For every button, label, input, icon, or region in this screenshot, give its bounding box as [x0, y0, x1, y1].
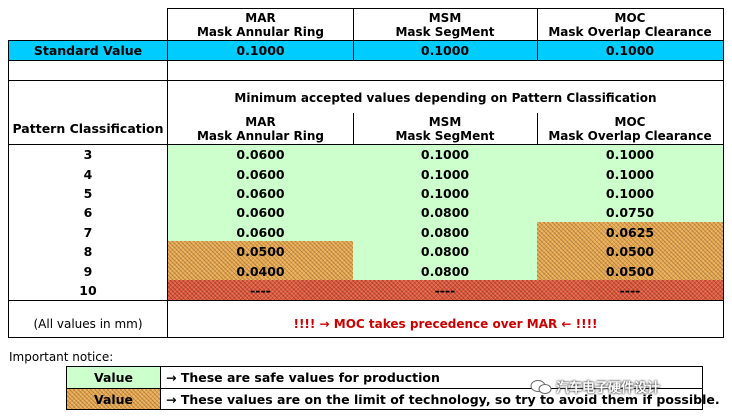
units-note: (All values in mm)	[33, 317, 143, 331]
table-cell: 0.0600	[236, 224, 285, 240]
table-cell: 0.0600	[236, 147, 285, 163]
section-title: Minimum accepted values depending on Pat…	[234, 91, 657, 105]
legend-limit-text: → These values are on the limit of techn…	[166, 392, 720, 407]
legend-safe-text: → These are safe values for production	[166, 370, 440, 385]
wechat-icon	[530, 379, 552, 395]
moc-safe-region	[537, 144, 723, 222]
row-10-region	[168, 280, 723, 300]
header-moc-name: Mask Overlap Clearance	[548, 25, 712, 39]
table-cell: 0.1000	[420, 166, 470, 182]
standard-value-moc: 0.1000	[605, 43, 655, 58]
subheader-msm-name: Mask SegMent	[395, 128, 495, 143]
msm-safe-region	[353, 144, 537, 280]
pattern-classification-label: Pattern Classification	[12, 120, 164, 136]
row-class-label: 5	[83, 185, 93, 201]
standard-label: Standard Value	[33, 43, 143, 58]
legend-limit-swatch: Value	[67, 389, 160, 409]
table-cell: ----	[250, 282, 271, 298]
table-cell: 0.0800	[420, 244, 470, 260]
table-cell: 0.0500	[605, 263, 655, 279]
header-msm-code: MSM	[428, 11, 462, 25]
table-cell: 0.0750	[605, 205, 655, 221]
subheader-moc-code: MOC	[614, 114, 646, 129]
table-cell: 0.1000	[420, 147, 470, 163]
table-cell: 0.0600	[236, 166, 285, 182]
mar-safe-region	[168, 144, 353, 241]
row-class-label: 4	[83, 166, 93, 182]
standard-row	[8, 41, 723, 60]
header-moc-code: MOC	[614, 11, 646, 25]
header-mar-name: Mask Annular Ring	[196, 25, 325, 39]
subheader-msm-code: MSM	[428, 114, 462, 129]
table-cell: 0.0400	[236, 263, 285, 279]
table-cell: 0.0500	[605, 244, 655, 260]
table-cell: ----	[434, 282, 456, 298]
subheader-mar-code: MAR	[245, 114, 276, 129]
notice-title: Important notice:	[9, 350, 114, 364]
table-cell: 0.1000	[605, 185, 655, 201]
table-cell: 0.1000	[605, 147, 655, 163]
subheader-col-mar: MAR Mask Annular Ring	[168, 113, 353, 144]
row-class-label: 7	[83, 224, 93, 240]
subheader-col-moc: MOC Mask Overlap Clearance	[537, 113, 723, 144]
table-cell: 0.0800	[420, 224, 470, 240]
table-cell: 0.0625	[605, 224, 655, 240]
table-cell: 0.0800	[420, 205, 470, 221]
row-class-label: 9	[83, 263, 93, 279]
standard-value-mar: 0.1000	[236, 43, 285, 58]
subheader-col-msm: MSM Mask SegMent	[353, 113, 537, 144]
legend-safe-swatch: Value	[67, 367, 160, 388]
table-cell: 0.0600	[236, 205, 285, 221]
table-cell: 0.1000	[605, 166, 655, 182]
row-class-label: 10	[79, 282, 97, 298]
header-mar-code: MAR	[245, 11, 276, 25]
watermark: 汽车电子硬件设计	[530, 377, 660, 396]
header-col-moc: MOC Mask Overlap Clearance	[537, 9, 723, 41]
row-class-label: 8	[83, 244, 93, 260]
warning-text: !!!! → MOC takes precedence over MAR ← !…	[293, 317, 598, 331]
table-cell: ----	[619, 282, 641, 298]
mar-limit-region	[168, 241, 353, 280]
table-cell: 0.0500	[236, 244, 285, 260]
watermark-text: 汽车电子硬件设计	[556, 381, 661, 396]
standard-value-msm: 0.1000	[420, 43, 470, 58]
row-class-label: 6	[83, 205, 93, 221]
header-col-mar: MAR Mask Annular Ring	[168, 9, 353, 41]
table-cell: 0.1000	[420, 185, 470, 201]
subheader-moc-name: Mask Overlap Clearance	[548, 128, 712, 143]
row-class-label: 3	[83, 147, 93, 163]
moc-limit-region	[537, 222, 723, 280]
table-cell: 0.0800	[420, 263, 470, 279]
table-cell: 0.0600	[236, 185, 285, 201]
header-msm-name: Mask SegMent	[395, 25, 495, 39]
subheader-mar-name: Mask Annular Ring	[196, 128, 325, 143]
header-col-msm: MSM Mask SegMent	[353, 9, 537, 41]
